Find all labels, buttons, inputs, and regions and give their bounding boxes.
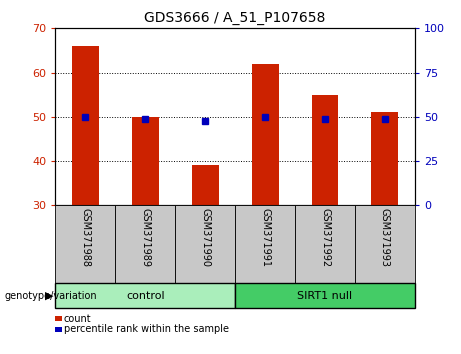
Text: GSM371990: GSM371990 <box>200 208 210 267</box>
Bar <box>175 205 235 283</box>
Bar <box>72 46 99 205</box>
Bar <box>115 205 175 283</box>
Text: genotype/variation: genotype/variation <box>5 291 97 301</box>
Text: control: control <box>126 291 165 301</box>
Bar <box>235 283 415 308</box>
Text: GSM371989: GSM371989 <box>140 208 150 267</box>
Bar <box>295 205 355 283</box>
Bar <box>355 205 415 283</box>
Text: GSM371992: GSM371992 <box>320 208 330 267</box>
Bar <box>132 117 159 205</box>
Bar <box>235 205 295 283</box>
Bar <box>252 64 278 205</box>
Bar <box>55 205 115 283</box>
Text: GSM371993: GSM371993 <box>380 208 390 267</box>
Text: GSM371988: GSM371988 <box>80 208 90 267</box>
Bar <box>55 283 235 308</box>
Bar <box>372 112 398 205</box>
Text: SIRT1 null: SIRT1 null <box>297 291 353 301</box>
Title: GDS3666 / A_51_P107658: GDS3666 / A_51_P107658 <box>144 11 326 24</box>
Text: percentile rank within the sample: percentile rank within the sample <box>64 324 229 335</box>
Bar <box>192 165 219 205</box>
Text: ▶: ▶ <box>45 291 53 301</box>
Text: count: count <box>64 314 91 324</box>
Text: GSM371991: GSM371991 <box>260 208 270 267</box>
Bar <box>312 95 338 205</box>
